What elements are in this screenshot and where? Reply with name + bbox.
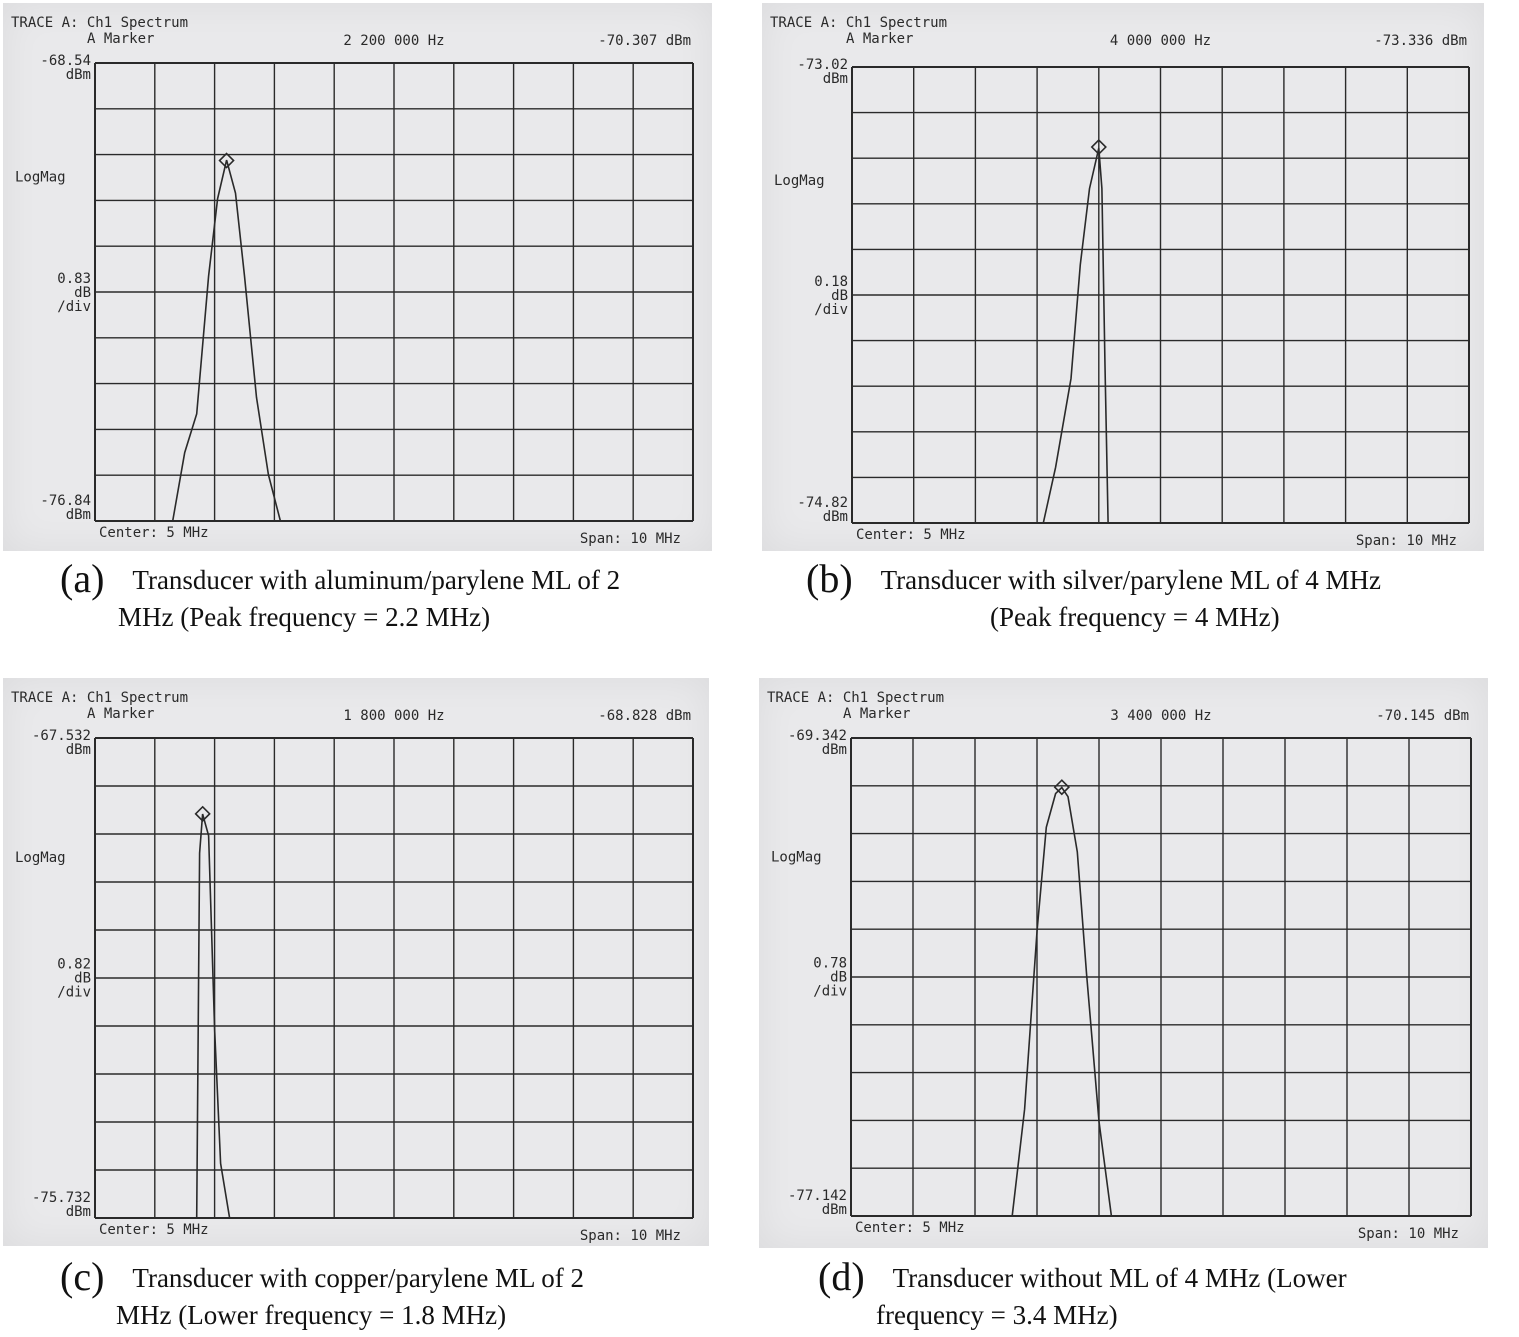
marker-level-readout: -70.145 dBm bbox=[1376, 708, 1469, 724]
logmag-label: LogMag bbox=[771, 850, 822, 866]
peak-marker bbox=[1090, 138, 1107, 156]
trace-label: TRACE A: Ch1 Spectrum bbox=[11, 15, 188, 31]
marker-frequency-readout: 4 000 000 Hz bbox=[1110, 33, 1211, 49]
center-frequency: Center: 5 MHz bbox=[856, 527, 966, 543]
bottom-level: -75.732 bbox=[32, 1190, 91, 1206]
caption-line1: Transducer with copper/parylene ML of 2 bbox=[132, 1263, 585, 1293]
caption-c: (c) Transducer with copper/parylene ML of… bbox=[60, 1257, 734, 1334]
reference-unit: dBm bbox=[66, 742, 91, 758]
center-frequency: Center: 5 MHz bbox=[99, 525, 209, 541]
caption-line2: frequency = 3.4 MHz) bbox=[876, 1300, 1118, 1330]
caption-a: (a) Transducer with aluminum/parylene ML … bbox=[60, 559, 732, 636]
span-label: Span: 10 MHz bbox=[580, 1228, 681, 1244]
span-label: Span: 10 MHz bbox=[580, 531, 681, 547]
caption-letter: (a) bbox=[60, 556, 105, 601]
reference-unit: dBm bbox=[66, 67, 91, 83]
scale-div-label: /div bbox=[57, 984, 91, 1000]
logmag-label: LogMag bbox=[15, 850, 66, 866]
reference-unit: dBm bbox=[822, 742, 847, 758]
logmag-label: LogMag bbox=[15, 170, 66, 186]
scale-unit: dB bbox=[830, 969, 847, 985]
marker-level-readout: -68.828 dBm bbox=[598, 708, 691, 724]
caption-line1: Transducer without ML of 4 MHz (Lower bbox=[892, 1263, 1347, 1293]
scale-div-label: /div bbox=[814, 302, 848, 318]
spectrum-trace bbox=[1011, 786, 1113, 1217]
bottom-level: -74.82 bbox=[797, 495, 848, 511]
caption-line2: MHz (Lower frequency = 1.8 MHz) bbox=[116, 1300, 507, 1330]
scale-div-label: /div bbox=[813, 983, 847, 999]
scale-unit: dB bbox=[74, 970, 91, 986]
logmag-label: LogMag bbox=[774, 173, 825, 189]
caption-b: (b) Transducer with silver/parylene ML of… bbox=[806, 559, 1496, 636]
reference-level: -69.342 bbox=[788, 728, 847, 744]
scale-per-division: 0.18 bbox=[814, 274, 848, 290]
spectrum-screen-a: TRACE A: Ch1 Spectrum A Marker 2 200 000 H… bbox=[3, 3, 712, 551]
marker-level-readout: -73.336 dBm bbox=[1374, 33, 1467, 49]
marker-label: A Marker bbox=[846, 31, 913, 47]
spectrum-trace bbox=[171, 159, 282, 522]
bottom-unit: dBm bbox=[66, 1204, 91, 1220]
marker-frequency-readout: 1 800 000 Hz bbox=[343, 708, 444, 724]
peak-marker bbox=[1053, 779, 1070, 796]
marker-level-readout: -70.307 dBm bbox=[598, 33, 691, 49]
caption-line1: Transducer with silver/parylene ML of 4 … bbox=[880, 565, 1382, 595]
center-frequency: Center: 5 MHz bbox=[855, 1220, 965, 1236]
trace-label: TRACE A: Ch1 Spectrum bbox=[767, 690, 944, 706]
bottom-unit: dBm bbox=[823, 509, 848, 525]
bottom-level: -77.142 bbox=[788, 1188, 847, 1204]
caption-line1: Transducer with aluminum/parylene ML of … bbox=[132, 565, 621, 595]
marker-frequency-readout: 2 200 000 Hz bbox=[343, 33, 444, 49]
bottom-unit: dBm bbox=[66, 507, 91, 523]
scale-per-division: 0.78 bbox=[813, 955, 847, 971]
spectrum-screen-d: TRACE A: Ch1 Spectrum A Marker 3 400 000 H… bbox=[759, 678, 1488, 1248]
caption-letter: (d) bbox=[818, 1254, 865, 1299]
spectrum-screen-b: TRACE A: Ch1 Spectrum A Marker 4 000 000 H… bbox=[762, 3, 1484, 551]
marker-frequency-readout: 3 400 000 Hz bbox=[1110, 708, 1211, 724]
spectrum-trace bbox=[195, 813, 231, 1219]
scale-unit: dB bbox=[831, 288, 848, 304]
span-label: Span: 10 MHz bbox=[1356, 533, 1457, 549]
caption-d: (d) Transducer without ML of 4 MHz (Lower… bbox=[818, 1257, 1514, 1334]
marker-label: A Marker bbox=[87, 31, 154, 47]
reference-unit: dBm bbox=[823, 71, 848, 87]
bottom-unit: dBm bbox=[822, 1202, 847, 1218]
scale-per-division: 0.83 bbox=[57, 271, 91, 287]
spectrum-screen-c: TRACE A: Ch1 Spectrum A Marker 1 800 000 H… bbox=[3, 678, 709, 1246]
peak-marker bbox=[218, 152, 235, 169]
marker-label: A Marker bbox=[87, 706, 154, 722]
center-frequency: Center: 5 MHz bbox=[99, 1222, 209, 1238]
caption-letter: (b) bbox=[806, 556, 853, 601]
reference-level: -68.54 bbox=[40, 53, 91, 69]
reference-level: -67.532 bbox=[32, 728, 91, 744]
caption-letter: (c) bbox=[60, 1254, 105, 1299]
bottom-level: -76.84 bbox=[40, 493, 91, 509]
trace-label: TRACE A: Ch1 Spectrum bbox=[770, 15, 947, 31]
marker-label: A Marker bbox=[843, 706, 910, 722]
scale-per-division: 0.82 bbox=[57, 956, 91, 972]
caption-line2: MHz (Peak frequency = 2.2 MHz) bbox=[118, 602, 491, 632]
scale-div-label: /div bbox=[57, 299, 91, 315]
peak-marker bbox=[194, 805, 211, 822]
trace-label: TRACE A: Ch1 Spectrum bbox=[11, 690, 188, 706]
reference-level: -73.02 bbox=[797, 57, 848, 73]
spectrum-trace bbox=[1042, 147, 1118, 524]
caption-line2: (Peak frequency = 4 MHz) bbox=[990, 602, 1280, 632]
span-label: Span: 10 MHz bbox=[1358, 1226, 1459, 1242]
scale-unit: dB bbox=[74, 285, 91, 301]
